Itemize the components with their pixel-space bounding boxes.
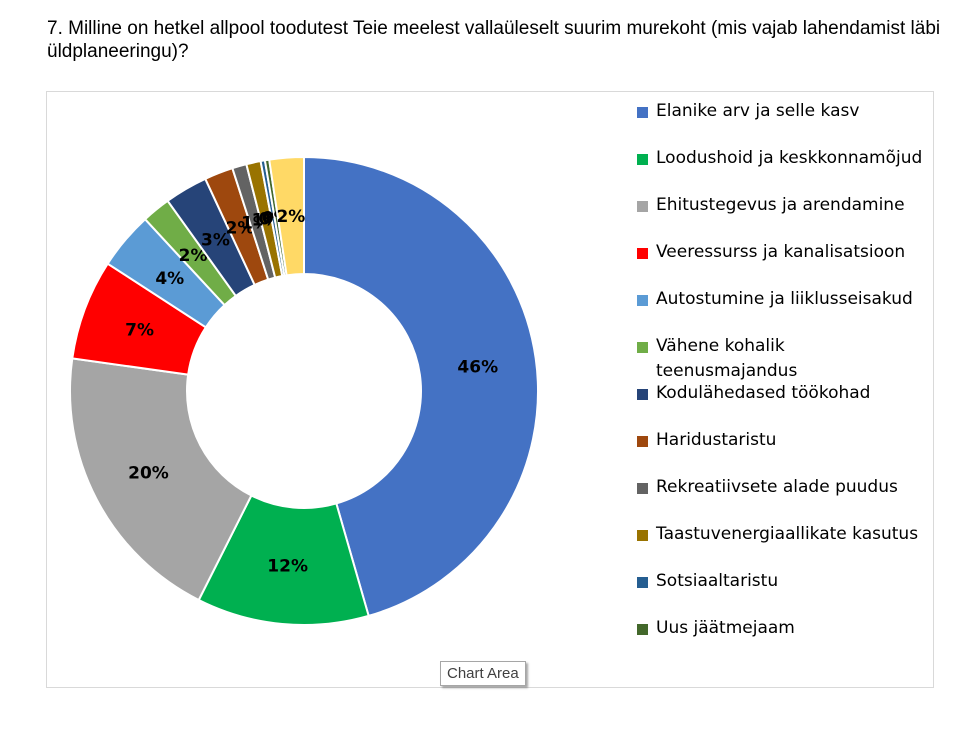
legend-swatch — [637, 248, 648, 259]
question-title: 7. Milline on hetkel allpool toodutest T… — [47, 18, 941, 62]
legend-swatch — [637, 436, 648, 447]
legend-item-1[interactable]: Elanike arv ja selle kasv — [635, 99, 925, 146]
slice-data-label-8: 2% — [226, 219, 255, 239]
legend-item-7[interactable]: Kodulähedased töökohad — [635, 381, 925, 428]
legend-swatch — [637, 483, 648, 494]
slice-data-label-5: 4% — [155, 269, 184, 289]
legend-label: Haridustaristu — [656, 430, 777, 450]
slice-data-label-7: 3% — [201, 230, 230, 250]
legend-swatch — [637, 389, 648, 400]
legend-label: Rekreatiivsete alade puudus — [656, 477, 898, 497]
legend-label: Autostumine ja liiklusseisakud — [656, 289, 913, 309]
legend-label: Elanike arv ja selle kasv — [656, 101, 860, 121]
legend-label: Uus jäätmejaam — [656, 618, 795, 638]
legend-swatch — [637, 624, 648, 635]
donut-slice-1[interactable] — [303, 155, 539, 618]
legend-label: Vähene kohalik teenusmajandus — [656, 336, 798, 381]
legend-item-4[interactable]: Veeressurss ja kanalisatsioon — [635, 240, 925, 287]
legend-label: Sotsiaaltaristu — [656, 571, 779, 591]
slice-data-label-13: 2% — [276, 207, 305, 227]
slice-data-label-3: 20% — [128, 463, 169, 483]
chart-area[interactable]: 46% 12% 20% 7% 4% 2% 3% 2% 1% 1% 0% 0% 2% Elanike ar… — [46, 91, 934, 688]
legend-item-9[interactable]: Rekreatiivsete alade puudus — [635, 475, 925, 522]
donut-slice-3[interactable] — [69, 357, 253, 602]
legend-swatch — [637, 154, 648, 165]
legend-swatch — [637, 342, 648, 353]
legend-item-10[interactable]: Taastuvenergiaallikate kasutus — [635, 522, 925, 569]
legend-swatch — [637, 295, 648, 306]
chart-legend[interactable]: Elanike arv ja selle kasv Loodushoid ja k… — [635, 99, 925, 663]
slice-data-label-1: 46% — [457, 358, 498, 378]
legend-swatch — [637, 530, 648, 541]
legend-swatch — [637, 201, 648, 212]
legend-swatch — [637, 577, 648, 588]
legend-label: Ehitustegevus ja arendamine — [656, 195, 905, 215]
legend-label: Loodushoid ja keskkonnamõjud — [656, 148, 923, 168]
chart-area-tooltip: Chart Area — [440, 661, 526, 686]
legend-item-6[interactable]: Vähene kohalik teenusmajandus — [635, 334, 925, 381]
legend-item-12[interactable]: Uus jäätmejaam — [635, 616, 925, 663]
legend-label: Veeressurss ja kanalisatsioon — [656, 242, 906, 262]
legend-item-8[interactable]: Haridustaristu — [635, 428, 925, 475]
slice-data-label-2: 12% — [267, 557, 308, 577]
legend-swatch — [637, 107, 648, 118]
legend-label: Kodulähedased töökohad — [656, 383, 871, 403]
donut-chart[interactable]: 46%12%20%7%4%2%3%2%1%1%0%0%2% — [47, 92, 607, 687]
slice-data-label-6: 2% — [179, 246, 208, 266]
slice-data-label-4: 7% — [125, 321, 154, 341]
legend-item-3[interactable]: Ehitustegevus ja arendamine — [635, 193, 925, 240]
legend-item-5[interactable]: Autostumine ja liiklusseisakud — [635, 287, 925, 334]
legend-item-2[interactable]: Loodushoid ja keskkonnamõjud — [635, 146, 925, 193]
donut-slice-13[interactable] — [268, 155, 305, 277]
legend-label: Taastuvenergiaallikate kasutus — [656, 524, 919, 544]
legend-item-11[interactable]: Sotsiaaltaristu — [635, 569, 925, 616]
